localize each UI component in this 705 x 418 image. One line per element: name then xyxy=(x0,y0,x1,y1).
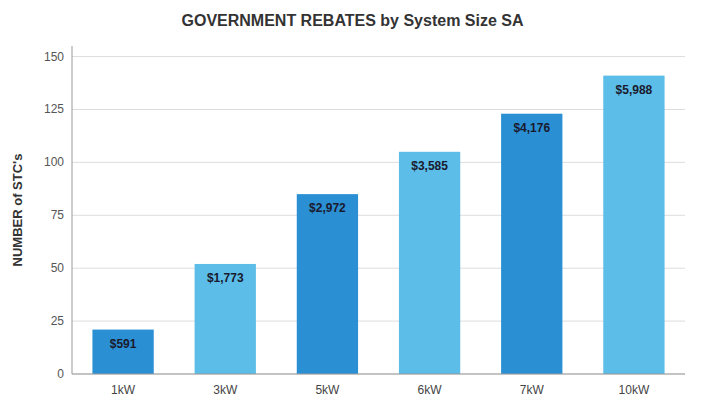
grid-line xyxy=(72,321,685,322)
bar-annotation: $4,176 xyxy=(513,121,550,135)
x-tick-label: 6kW xyxy=(418,383,443,397)
y-tick-label: 150 xyxy=(44,50,64,64)
bar-annotation: $2,972 xyxy=(309,201,346,215)
bars xyxy=(92,76,664,374)
bar-annotation: $591 xyxy=(110,337,137,351)
grid-line xyxy=(72,109,685,110)
bar xyxy=(603,76,664,374)
y-axis-label: NUMBER of STC's xyxy=(10,154,25,267)
x-tick-label: 1kW xyxy=(111,383,136,397)
bar xyxy=(92,330,153,374)
grid-line xyxy=(72,268,685,269)
y-tick-label: 50 xyxy=(51,261,65,275)
bar xyxy=(399,152,460,374)
grid-line xyxy=(72,162,685,163)
y-axis-line xyxy=(72,46,73,374)
bar xyxy=(501,114,562,374)
y-tick-label: 100 xyxy=(44,155,64,169)
bar xyxy=(195,264,256,374)
chart-container: GOVERNMENT REBATES by System Size SA 0 25 5… xyxy=(0,0,705,418)
grid-line xyxy=(72,374,685,375)
bar-annotation: $5,988 xyxy=(616,83,653,97)
x-tick-label: 3kW xyxy=(213,383,238,397)
x-tick-label: 5kW xyxy=(315,383,340,397)
bar-annotation: $1,773 xyxy=(207,271,244,285)
chart-title: GOVERNMENT REBATES by System Size SA xyxy=(182,12,524,29)
x-tick-label: 7kW xyxy=(520,383,545,397)
grid-line xyxy=(72,56,685,57)
y-tick-label: 0 xyxy=(57,367,64,381)
x-tick-label: 10kW xyxy=(619,383,650,397)
y-tick-label: 75 xyxy=(51,208,65,222)
bar-annotation: $3,585 xyxy=(411,159,448,173)
grid-line xyxy=(72,215,685,216)
y-grid xyxy=(72,57,685,374)
bar xyxy=(297,194,358,374)
x-axis-line xyxy=(72,374,685,375)
chart-svg: GOVERNMENT REBATES by System Size SA 0 25 5… xyxy=(0,0,705,418)
y-tick-label: 25 xyxy=(51,314,65,328)
y-tick-label: 125 xyxy=(44,102,64,116)
